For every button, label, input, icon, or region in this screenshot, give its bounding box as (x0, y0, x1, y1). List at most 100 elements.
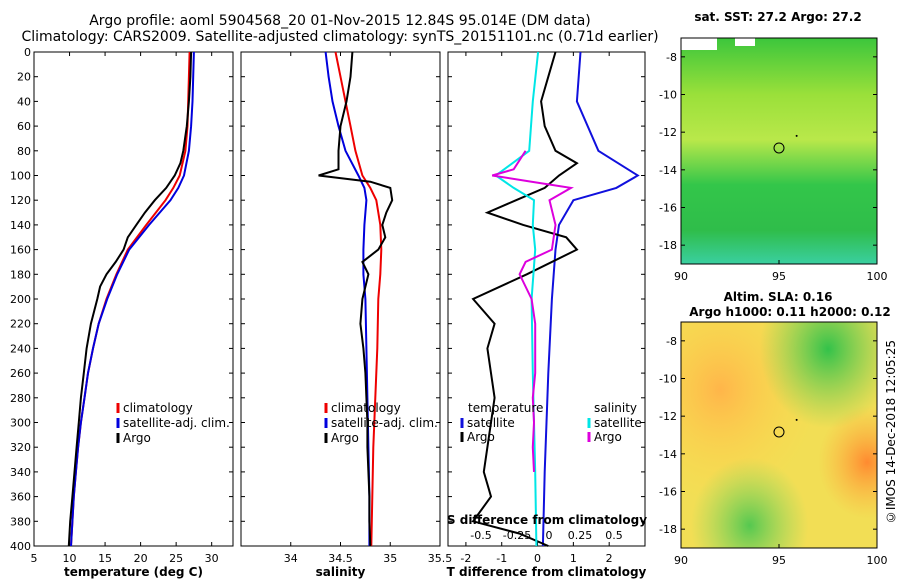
series-temperature-satellite (541, 51, 640, 547)
x-tick-label: 34.5 (328, 552, 353, 565)
map-y-tick-label: -18 (659, 523, 677, 536)
y-tick-label: 120 (10, 194, 31, 207)
legend-title-temperature: temperature (468, 401, 543, 415)
x-tick-label: 20 (134, 552, 148, 565)
x-tick-label: 0 (534, 552, 541, 565)
y-tick-label: 180 (10, 268, 31, 281)
legend-label: Argo (594, 430, 622, 444)
x-tick-label: 35 (383, 552, 397, 565)
x-tick-label: 10 (63, 552, 77, 565)
x-tick-label: 5 (31, 552, 38, 565)
map-y-tick-label: -14 (659, 164, 677, 177)
y-tick-label: 140 (10, 219, 31, 232)
map-y-tick-label: -10 (659, 373, 677, 386)
map-y-tick-label: -10 (659, 89, 677, 102)
x-tick-label: -1 (496, 552, 507, 565)
difference-panel: -2 -1 0 1 2T difference from climatology temp… (447, 51, 647, 579)
difference-panel-xlabel: T difference from climatology (447, 565, 647, 579)
temperature-panel: 0 20 40 60 80 100 120 140 160 180 200 220 240 260 280 3… (10, 46, 234, 579)
x-tick-label: 15 (98, 552, 112, 565)
figure-title-line-1: Argo profile: aoml 5904568_20 01-Nov-201… (89, 13, 591, 29)
map-y-tick-label: -8 (666, 335, 677, 348)
y-tick-label: 20 (17, 71, 31, 84)
y-tick-label: 0 (24, 46, 31, 59)
x2-tick-label: -0.5 (470, 529, 491, 542)
temperature-panel-xlabel: temperature (deg C) (64, 565, 203, 579)
legend-label: climatology (331, 401, 401, 415)
y-tick-label: 300 (10, 417, 31, 430)
map-y-tick-label: -12 (659, 410, 677, 423)
argo-location-marker (773, 142, 785, 154)
map-y-tick-label: -8 (666, 51, 677, 64)
map-x-tick-label: 95 (772, 270, 786, 283)
series-temperature-argo (471, 51, 579, 547)
series-climatology (334, 51, 383, 547)
x-tick-label: 2 (606, 552, 613, 565)
y-tick-label: 200 (10, 293, 31, 306)
temperature-panel-frame (33, 51, 234, 547)
series-salinity-argo (491, 150, 574, 472)
series-climatology (70, 51, 191, 547)
y-tick-label: 280 (10, 392, 31, 405)
y-tick-label: 40 (17, 95, 31, 108)
legend-label: Argo (123, 431, 151, 445)
salinity-panel-xlabel: salinity (316, 565, 366, 579)
y-tick-label: 60 (17, 120, 31, 133)
float-track-dot (795, 134, 798, 137)
x2-tick-label: 0.5 (605, 529, 623, 542)
legend-label: Argo (331, 431, 359, 445)
difference-panel-frame (447, 51, 646, 547)
y-tick-label: 320 (10, 441, 31, 454)
series-satellite-adj-clim- (70, 51, 195, 547)
map-y-tick-label: -18 (659, 239, 677, 252)
sst-map-panel (681, 38, 877, 264)
x-tick-label: -2 (460, 552, 471, 565)
y-tick-label: 380 (10, 515, 31, 528)
legend-label: satellite-adj. clim. (331, 416, 438, 430)
x-tick-label: 30 (205, 552, 219, 565)
x-tick-label: 25 (169, 552, 183, 565)
y-tick-label: 220 (10, 318, 31, 331)
map-y-tick-label: -14 (659, 448, 677, 461)
sst-map-cloud-gap (735, 38, 755, 46)
sla-map-panel (681, 322, 877, 548)
difference-x2label: S difference from climatology (447, 513, 647, 527)
sst-map-axes: sat. SST: 27.2 Argo: 27.2 90 95 100 -8 -10 -12… (659, 10, 887, 283)
sst-map-field (681, 38, 877, 264)
sla-map-title: Altim. SLA: 0.16 (724, 290, 833, 304)
x-tick-label: 34 (284, 552, 298, 565)
legend-label: satellite (594, 416, 642, 430)
sla-map-subtitle: Argo h1000: 0.11 h2000: 0.12 (689, 305, 890, 319)
legend-label: satellite-adj. clim. (123, 416, 230, 430)
x2-tick-label: 0 (546, 529, 553, 542)
y-tick-label: 160 (10, 244, 31, 257)
salinity-panel: 34 34.5 35 35.5 salinity climatologysatellite… (240, 51, 453, 579)
series-argo (318, 51, 394, 547)
map-y-tick-label: -16 (659, 202, 677, 215)
legend-title-salinity: salinity (594, 401, 637, 415)
x2-tick-label: 0.25 (568, 529, 593, 542)
map-x-tick-label: 100 (867, 270, 888, 283)
y-tick-label: 80 (17, 145, 31, 158)
y-tick-label: 400 (10, 540, 31, 553)
sst-map-title: sat. SST: 27.2 Argo: 27.2 (694, 10, 861, 24)
x-tick-label: 35.5 (428, 552, 453, 565)
map-y-tick-label: -16 (659, 486, 677, 499)
float-track-dot (795, 418, 798, 421)
legend-label: climatology (123, 401, 193, 415)
map-y-tick-label: -12 (659, 126, 677, 139)
x-tick-label: 1 (570, 552, 577, 565)
sst-map-land-gap (681, 38, 717, 50)
map-x-tick-label: 95 (772, 554, 786, 567)
figure-title-line-2: Climatology: CARS2009. Satellite-adjuste… (21, 29, 659, 45)
y-tick-label: 340 (10, 466, 31, 479)
y-tick-label: 240 (10, 342, 31, 355)
map-x-tick-label: 100 (867, 554, 888, 567)
y-tick-label: 100 (10, 170, 31, 183)
map-x-tick-label: 90 (674, 554, 688, 567)
argo-location-marker (773, 426, 785, 438)
series-argo (67, 51, 193, 547)
legend-label: satellite (467, 416, 515, 430)
